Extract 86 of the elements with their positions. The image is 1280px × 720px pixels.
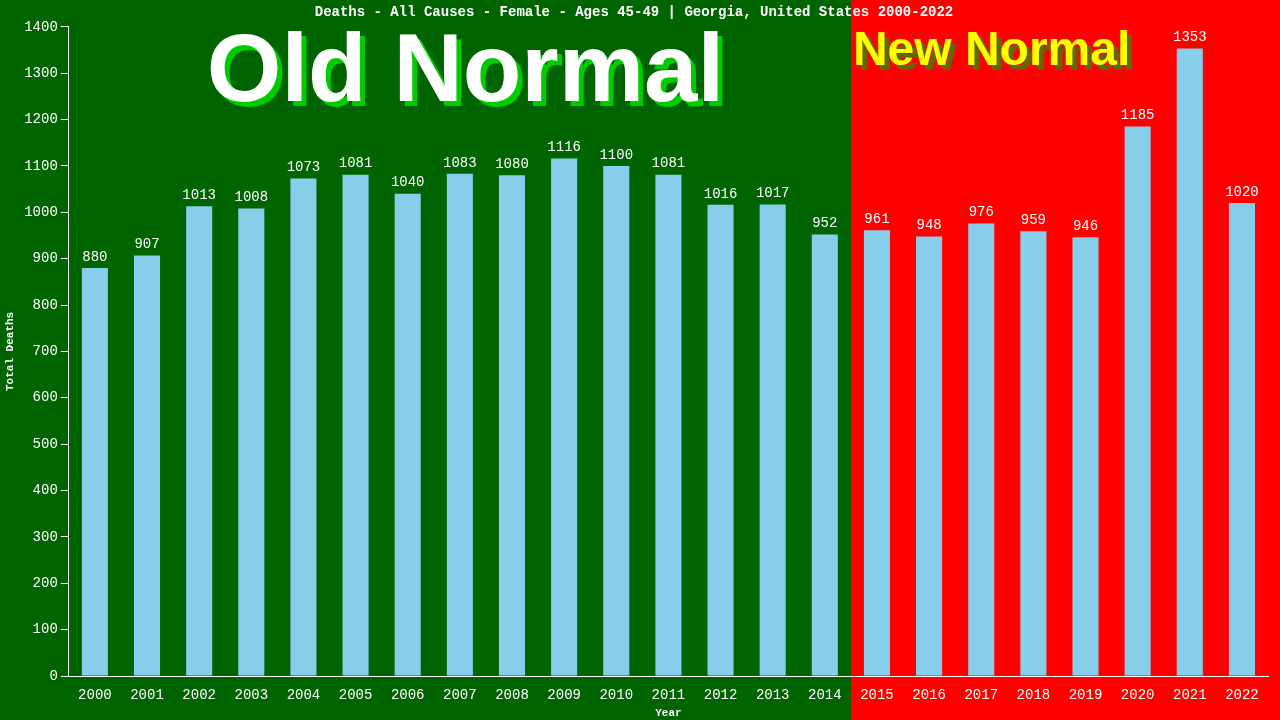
x-tick-label: 2021 (1172, 687, 1207, 704)
x-tick-label: 2019 (1068, 687, 1103, 704)
data-label: 880 (82, 248, 108, 265)
y-tick-label: 300 (32, 528, 58, 545)
x-tick-label: 2003 (234, 687, 269, 704)
bar (603, 165, 630, 676)
x-tick-label: 2002 (182, 687, 216, 704)
data-label: 1080 (495, 155, 529, 172)
y-tick-label: 1100 (24, 157, 58, 174)
data-label: 1016 (703, 185, 738, 202)
bar (81, 267, 108, 676)
bar (1020, 231, 1047, 676)
bar (1228, 203, 1255, 676)
x-tick-label: 2015 (860, 687, 894, 704)
data-label: 1008 (234, 189, 269, 206)
y-tick-label: 1200 (24, 111, 58, 128)
bar (916, 236, 943, 676)
bar (707, 204, 734, 676)
data-label: 1013 (182, 186, 216, 203)
data-label: 1073 (286, 159, 321, 176)
x-tick-label: 2008 (495, 687, 529, 704)
data-label: 1081 (338, 155, 373, 172)
x-tick-label: 2013 (755, 687, 790, 704)
bar (186, 206, 213, 676)
y-tick-label: 0 (49, 667, 58, 684)
x-axis-title: Year (655, 707, 682, 720)
data-label: 959 (1020, 212, 1046, 228)
x-tick-label: 2000 (78, 687, 112, 704)
data-label: 1353 (1172, 29, 1207, 46)
y-tick-label: 200 (32, 574, 58, 591)
bar (498, 175, 526, 676)
data-label: 1020 (1225, 183, 1259, 200)
x-tick-label: 2004 (286, 687, 321, 704)
data-label: 946 (1072, 218, 1099, 235)
bar (446, 173, 473, 676)
x-tick-label: 2006 (390, 687, 425, 704)
data-label: 961 (864, 211, 890, 228)
x-tick-label: 2016 (912, 687, 946, 704)
data-label: 952 (812, 215, 838, 232)
x-tick-label: 2012 (703, 687, 738, 704)
y-tick-label: 800 (32, 296, 58, 313)
bar (759, 204, 786, 676)
y-tick-label: 100 (32, 621, 58, 638)
bar (1176, 48, 1203, 676)
data-label: 948 (916, 217, 942, 234)
bar (290, 178, 317, 676)
x-tick-label: 2009 (547, 687, 581, 704)
y-tick-label: 1300 (24, 64, 58, 81)
x-tick-label: 2018 (1016, 687, 1051, 704)
bar (811, 234, 838, 676)
y-tick-label: 600 (32, 389, 58, 406)
data-label: 1081 (651, 155, 686, 172)
bar (968, 223, 995, 676)
y-tick-label: 1400 (24, 18, 58, 35)
y-tick-label: 900 (32, 250, 58, 267)
data-label: 1100 (599, 146, 634, 163)
x-tick-label: 2005 (338, 687, 373, 704)
x-tick-label: 2001 (130, 687, 164, 704)
y-tick-label: 400 (32, 482, 58, 499)
x-tick-label: 2011 (651, 687, 686, 704)
data-label: 1017 (755, 185, 790, 202)
x-tick-label: 2020 (1120, 687, 1155, 704)
x-tick-label: 2017 (964, 687, 999, 704)
y-axis-title: Total Deaths (4, 311, 17, 392)
bar (1124, 126, 1151, 676)
data-label: 1083 (443, 154, 477, 171)
x-tick-label: 2007 (443, 687, 477, 704)
bar (655, 174, 682, 676)
y-tick-label: 1000 (24, 203, 58, 220)
bar (1072, 237, 1099, 676)
x-tick-label: 2010 (599, 687, 634, 704)
data-label: 1040 (390, 174, 425, 191)
data-label: 907 (134, 236, 160, 253)
x-tick-label: 2022 (1225, 687, 1259, 704)
y-tick-label: 500 (32, 435, 58, 452)
bar (863, 230, 890, 676)
y-tick-label: 700 (32, 343, 58, 360)
bar (342, 174, 369, 676)
bar (394, 193, 421, 676)
x-tick-label: 2014 (808, 687, 842, 704)
data-label: 1185 (1120, 107, 1155, 124)
data-label: 976 (968, 204, 994, 221)
bar (133, 255, 161, 676)
bar (551, 158, 578, 676)
data-label: 1116 (547, 139, 581, 156)
bar (238, 208, 265, 676)
